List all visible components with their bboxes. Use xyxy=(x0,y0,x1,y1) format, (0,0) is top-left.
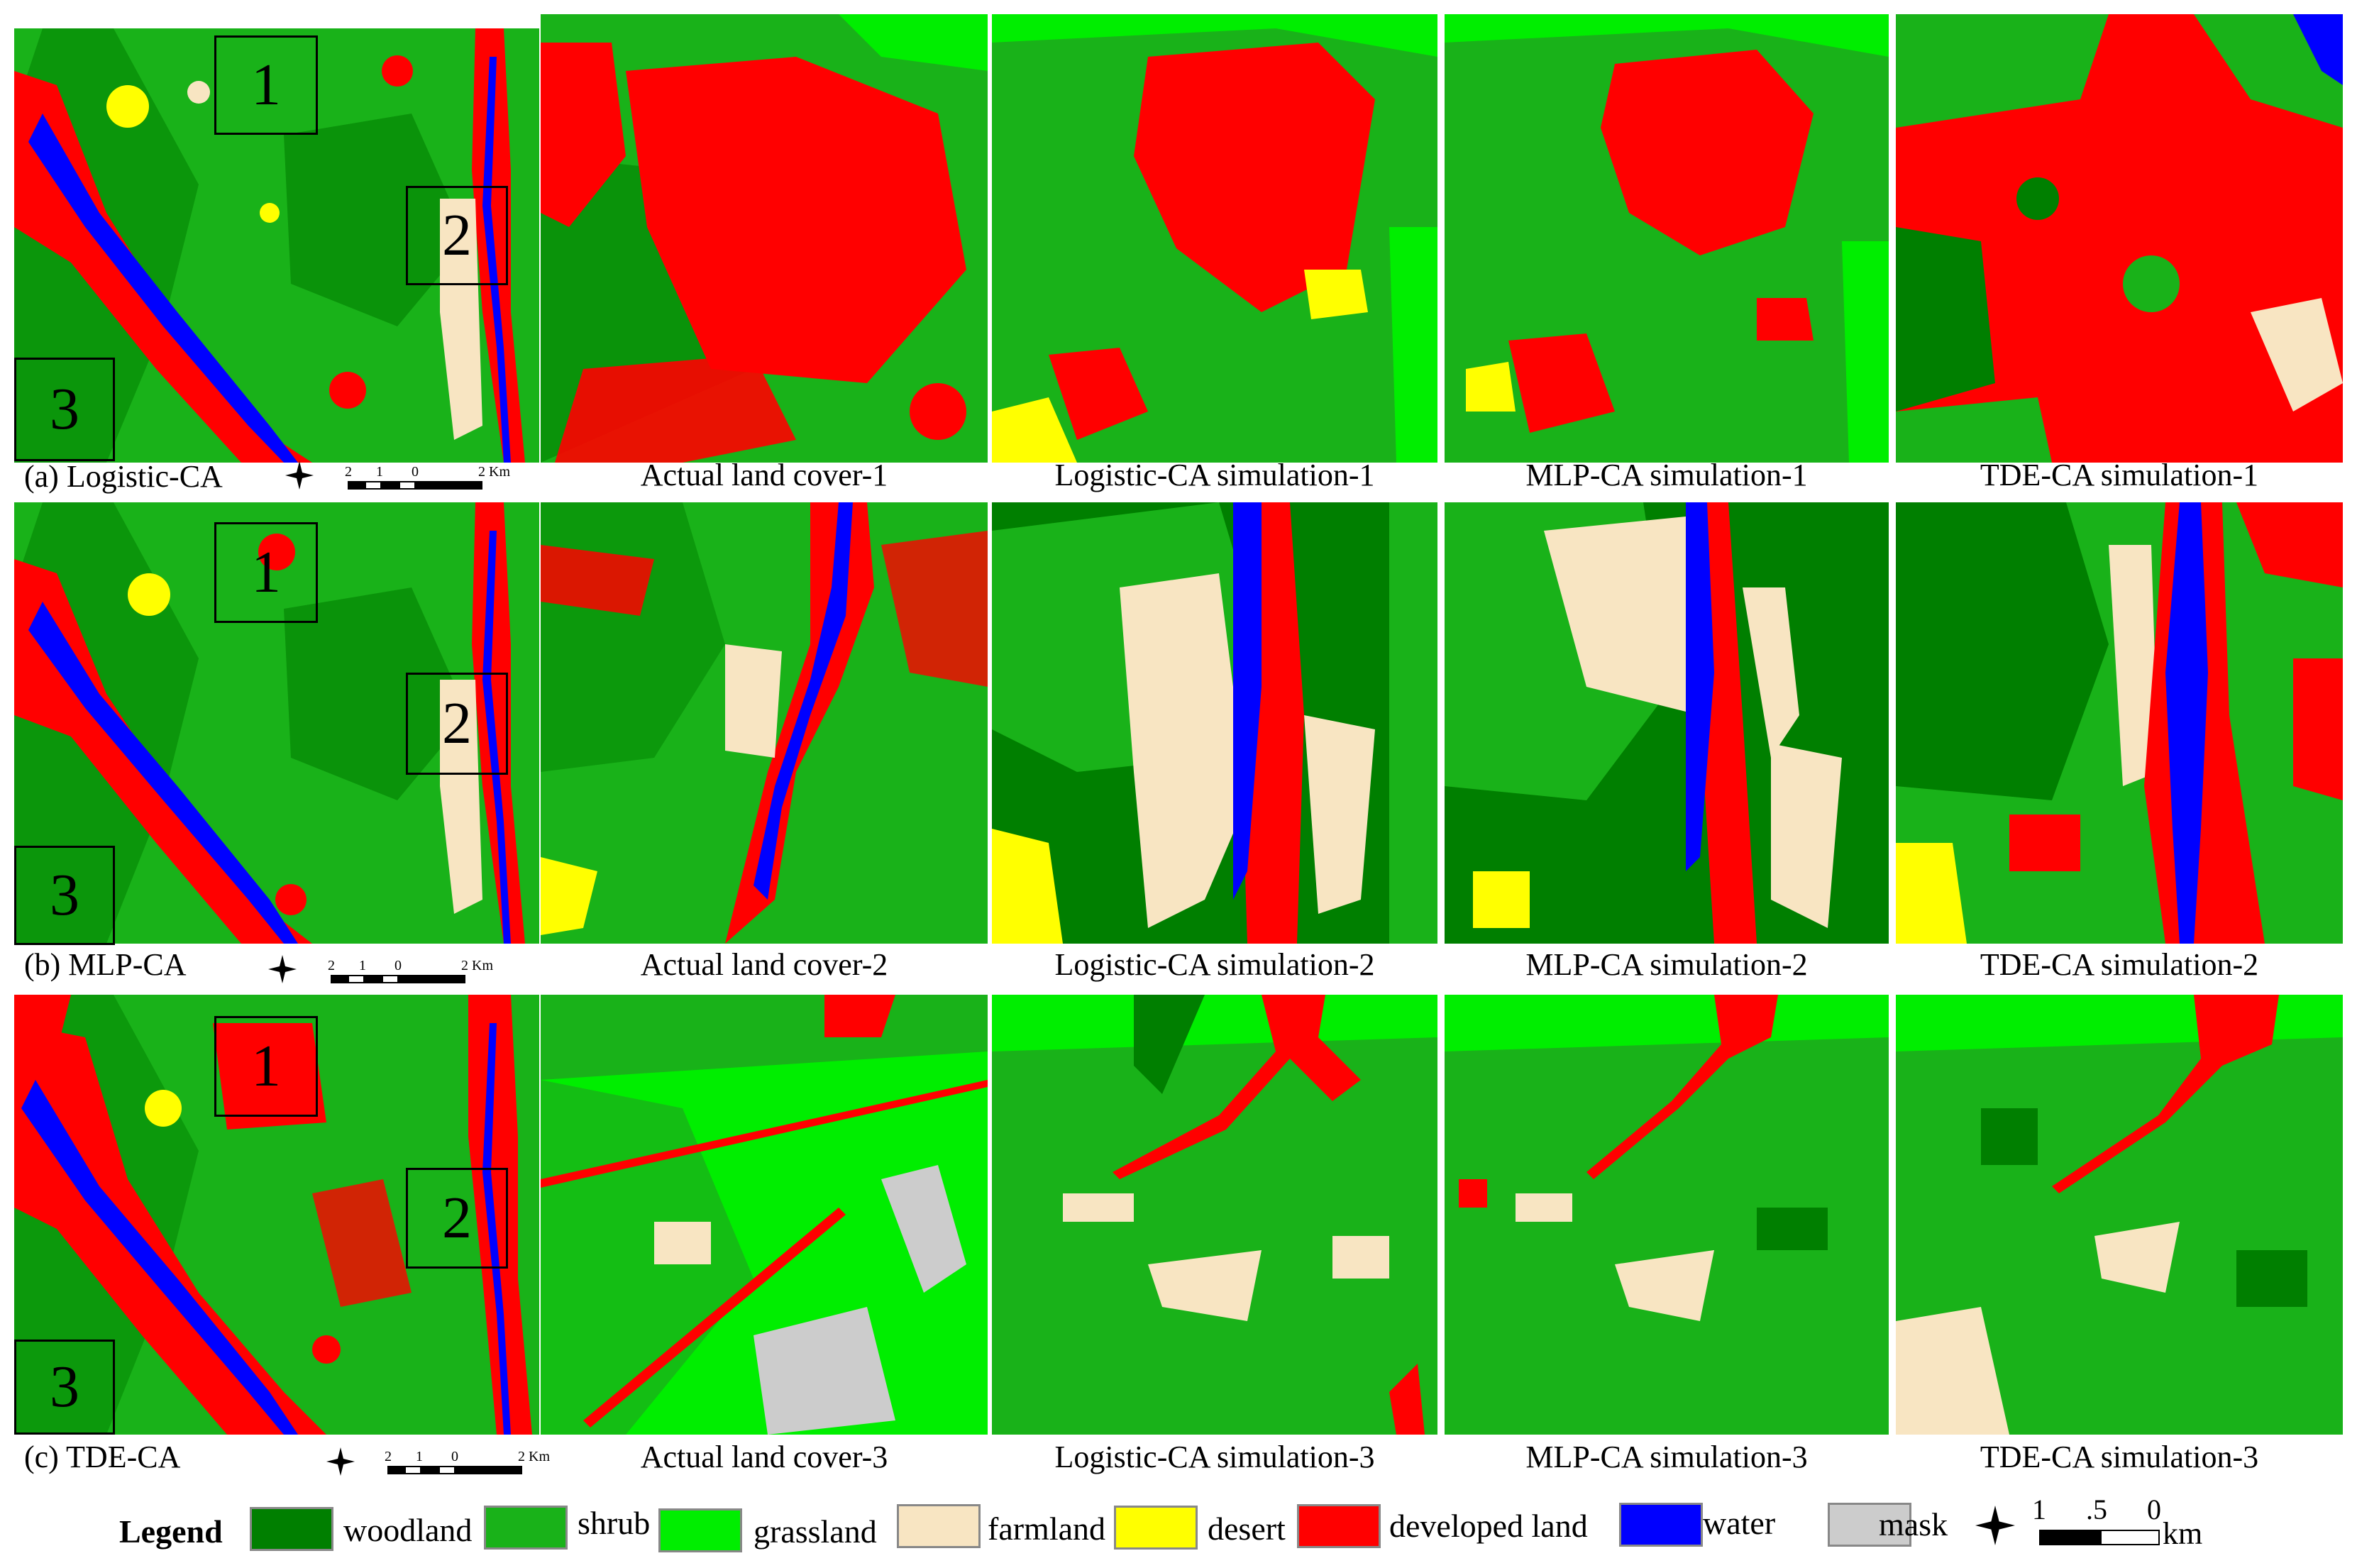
legend-scale-unit: km xyxy=(2163,1516,2203,1551)
caption-row1-mlp: MLP-CA simulation-1 xyxy=(1525,458,1808,492)
legend-swatch-grassland xyxy=(658,1508,742,1552)
legend-label-desert: desert xyxy=(1208,1511,1286,1547)
caption-row3-tde: TDE-CA simulation-3 xyxy=(1980,1440,2259,1474)
overview-box-2: 2 xyxy=(406,186,508,285)
overview-box-2: 2 xyxy=(406,673,508,775)
legend-scale-label-0: 0 xyxy=(2147,1494,2161,1525)
caption-row2-mlp: MLP-CA simulation-2 xyxy=(1525,947,1808,982)
caption-row1-logistic: Logistic-CA simulation-1 xyxy=(1054,458,1375,492)
scale-bar-row2: 2 1 0 2 Km xyxy=(328,958,493,983)
legend-swatch-water xyxy=(1619,1503,1703,1547)
legend-swatch-farmland xyxy=(897,1504,981,1548)
scale-bar-row3: 2 1 0 2 Km xyxy=(385,1449,550,1474)
map-tde-ca-simulation-1 xyxy=(1896,14,2343,463)
scale-bar-row1: 2 1 0 2 Km xyxy=(345,464,510,490)
map-mlp-ca-simulation-2 xyxy=(1445,502,1889,944)
map-actual-land-cover-2 xyxy=(541,502,988,944)
overview-map-logistic xyxy=(14,28,539,463)
legend-swatch-desert xyxy=(1114,1506,1198,1550)
legend-label-farmland: farmland xyxy=(988,1511,1106,1547)
overview-caption-b: (b) MLP-CA xyxy=(24,947,187,982)
legend-swatch-developed-land xyxy=(1297,1504,1381,1548)
overview-box-1: 1 xyxy=(214,522,318,623)
caption-row3-logistic: Logistic-CA simulation-3 xyxy=(1054,1440,1375,1474)
map-logistic-ca-simulation-1 xyxy=(992,14,1437,463)
map-actual-land-cover-1 xyxy=(541,14,988,463)
overview-box-1: 1 xyxy=(214,1016,318,1117)
legend-swatch-shrub xyxy=(484,1506,568,1550)
legend-scale-bar xyxy=(2039,1530,2160,1545)
legend-label-mask: mask xyxy=(1879,1506,1948,1542)
overview-box-3: 3 xyxy=(14,846,115,945)
legend-label-woodland: woodland xyxy=(343,1512,473,1548)
map-actual-land-cover-3 xyxy=(541,995,988,1435)
map-tde-ca-simulation-3 xyxy=(1896,995,2343,1435)
caption-row3-mlp: MLP-CA simulation-3 xyxy=(1525,1440,1808,1474)
map-logistic-ca-simulation-3 xyxy=(992,995,1437,1435)
north-arrow-icon xyxy=(1975,1506,2015,1545)
legend-scale-label-1: 1 xyxy=(2032,1494,2046,1525)
caption-row3-actual: Actual land cover-3 xyxy=(640,1440,888,1474)
overview-map-mlp xyxy=(14,502,539,944)
legend-label-shrub: shrub xyxy=(578,1505,651,1541)
legend-scale-label-half: .5 xyxy=(2086,1494,2107,1525)
caption-row1-tde: TDE-CA simulation-1 xyxy=(1980,458,2259,492)
overview-box-1: 1 xyxy=(214,35,318,135)
map-mlp-ca-simulation-3 xyxy=(1445,995,1889,1435)
north-arrow-icon xyxy=(326,1447,355,1476)
caption-row2-logistic: Logistic-CA simulation-2 xyxy=(1054,947,1375,982)
map-logistic-ca-simulation-2 xyxy=(992,502,1437,944)
overview-box-2: 2 xyxy=(406,1168,508,1269)
caption-row2-tde: TDE-CA simulation-2 xyxy=(1980,947,2259,982)
overview-box-3: 3 xyxy=(14,1340,115,1435)
overview-caption-a: (a) Logistic-CA xyxy=(24,459,223,494)
legend-label-water: water xyxy=(1703,1505,1776,1541)
map-mlp-ca-simulation-1 xyxy=(1445,14,1889,463)
north-arrow-icon xyxy=(285,461,314,490)
legend-title: Legend xyxy=(119,1513,223,1550)
legend-swatch-mask xyxy=(1828,1503,1911,1547)
overview-map-tde xyxy=(14,995,539,1435)
map-tde-ca-simulation-2 xyxy=(1896,502,2343,944)
legend-swatch-woodland xyxy=(250,1507,333,1551)
overview-box-3: 3 xyxy=(14,358,115,461)
caption-row1-actual: Actual land cover-1 xyxy=(640,458,888,492)
north-arrow-icon xyxy=(268,955,297,983)
caption-row2-actual: Actual land cover-2 xyxy=(640,947,888,982)
overview-caption-c: (c) TDE-CA xyxy=(24,1440,181,1474)
legend-label-grassland: grassland xyxy=(754,1513,877,1550)
legend-label-developed-land: developed land xyxy=(1389,1508,1588,1544)
